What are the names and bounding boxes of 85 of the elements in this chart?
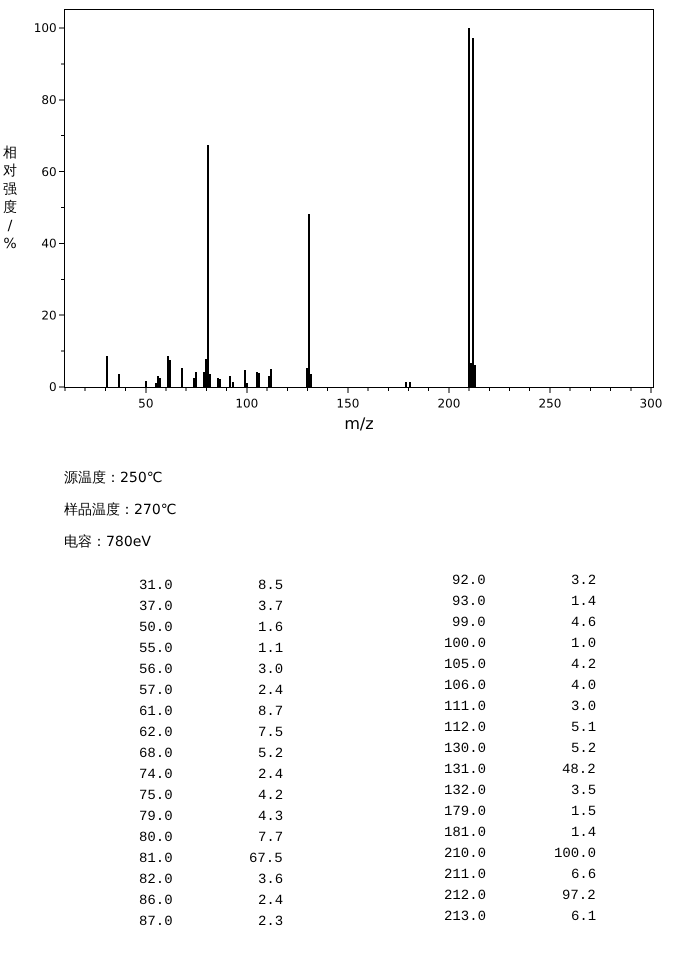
text: 105.0 <box>444 657 486 673</box>
text: 80.0 <box>139 830 173 846</box>
text: 4.6 <box>571 615 596 631</box>
text: 源温度：250℃ <box>64 470 162 486</box>
text: 样品温度：270℃ <box>64 502 176 518</box>
text: 130.0 <box>444 741 486 757</box>
text: 2.4 <box>258 683 284 699</box>
text: 87.0 <box>139 914 173 930</box>
text: 48.2 <box>562 762 596 778</box>
text: 1.4 <box>571 825 596 841</box>
text: 1.6 <box>258 620 284 636</box>
text: 57.0 <box>139 683 173 699</box>
text: 3.6 <box>258 872 284 888</box>
text: 7.5 <box>258 725 284 741</box>
text: 3.7 <box>258 599 284 615</box>
text: 99.0 <box>452 615 486 631</box>
text: 7.7 <box>258 830 284 846</box>
text: 3.2 <box>571 573 596 589</box>
text: 5.2 <box>258 746 284 762</box>
x-tick-label: 250 <box>538 396 562 410</box>
text: 179.0 <box>444 804 486 820</box>
x-tick-label: 50 <box>138 396 154 410</box>
text: 82.0 <box>139 872 173 888</box>
y-tick-label: 40 <box>41 236 57 251</box>
text: 75.0 <box>139 788 173 804</box>
text: 4.2 <box>571 657 596 673</box>
y-tick-label: 20 <box>41 308 57 322</box>
text: 100.0 <box>554 846 596 862</box>
text: 1.4 <box>571 594 596 610</box>
y-tick-label: 0 <box>48 380 57 394</box>
text: 4.3 <box>258 809 284 825</box>
text: 5.1 <box>571 720 596 736</box>
text: 67.5 <box>249 851 283 867</box>
text: 电容：780eV <box>64 534 152 550</box>
y-axis-title: 相对强度/% <box>3 145 17 252</box>
text: 1.1 <box>258 641 284 657</box>
text: 61.0 <box>139 704 173 720</box>
text: 8.5 <box>258 578 284 594</box>
text: 4.0 <box>571 678 596 694</box>
y-tick-label: 100 <box>34 21 57 36</box>
y-tick-label: 60 <box>41 164 57 179</box>
text: 86.0 <box>139 893 173 909</box>
text: 2.3 <box>258 914 284 930</box>
text: 2.4 <box>258 893 284 909</box>
text: 56.0 <box>139 662 173 678</box>
text: 4.2 <box>258 788 284 804</box>
text: 68.0 <box>139 746 173 762</box>
text: 62.0 <box>139 725 173 741</box>
x-tick-label: 200 <box>437 396 460 410</box>
text: 50.0 <box>139 620 173 636</box>
text: 3.0 <box>258 662 284 678</box>
x-tick-label: 150 <box>336 396 360 410</box>
text: 111.0 <box>444 699 486 715</box>
text: 55.0 <box>139 641 173 657</box>
text: 37.0 <box>139 599 173 615</box>
text: 79.0 <box>139 809 173 825</box>
text: 92.0 <box>452 573 486 589</box>
text: 1.5 <box>571 804 596 820</box>
text: 210.0 <box>444 846 486 862</box>
text: 6.1 <box>571 909 596 925</box>
text: 1.0 <box>571 636 596 652</box>
text: 31.0 <box>139 578 173 594</box>
text: 3.5 <box>571 783 596 799</box>
x-tick-label: 300 <box>640 396 662 410</box>
text: 181.0 <box>444 825 486 841</box>
text: 2.4 <box>258 767 284 783</box>
text: 211.0 <box>444 867 486 883</box>
text: 213.0 <box>444 909 486 925</box>
text: 100.0 <box>444 636 486 652</box>
text: 93.0 <box>452 594 486 610</box>
text: 81.0 <box>139 851 173 867</box>
text: 74.0 <box>139 767 173 783</box>
text: 112.0 <box>444 720 486 736</box>
text: 131.0 <box>444 762 486 778</box>
text: 6.6 <box>571 867 596 883</box>
text: 132.0 <box>444 783 486 799</box>
text: 212.0 <box>444 888 486 904</box>
text: 97.2 <box>562 888 596 904</box>
text: 5.2 <box>571 741 596 757</box>
text: 3.0 <box>571 699 596 715</box>
text: 8.7 <box>258 704 284 720</box>
y-tick-label: 80 <box>41 92 57 107</box>
x-axis-title: m/z <box>344 414 374 434</box>
x-tick-label: 100 <box>235 396 258 410</box>
text: 106.0 <box>444 678 486 694</box>
